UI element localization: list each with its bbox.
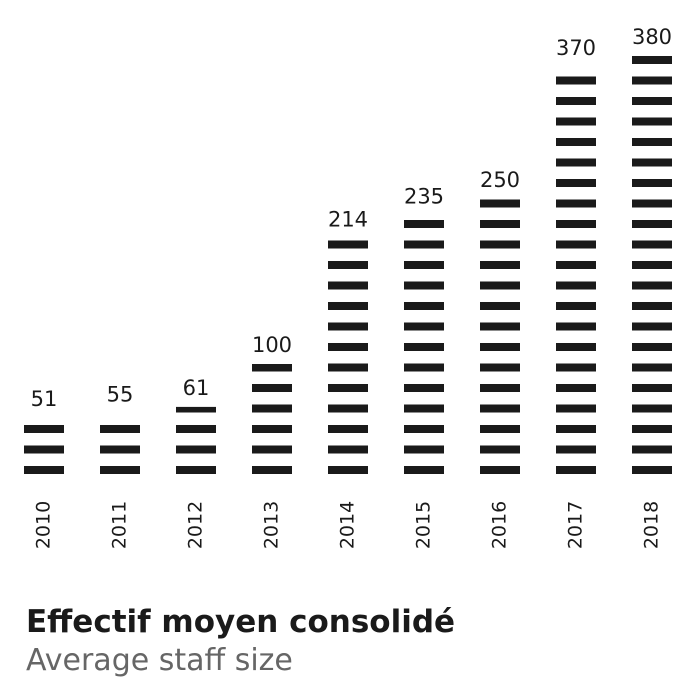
value-label: 370 — [556, 36, 596, 60]
x-tick-label: 2018 — [641, 501, 663, 549]
value-label: 100 — [252, 333, 292, 357]
bar — [24, 417, 64, 474]
bar — [252, 364, 292, 474]
value-label: 250 — [480, 168, 520, 192]
x-tick-label: 2016 — [489, 501, 511, 549]
value-label: 51 — [31, 387, 58, 411]
chart-title: Effectif moyen consolidé — [26, 604, 455, 640]
x-tick-label: 2013 — [261, 501, 283, 549]
x-tick-label: 2017 — [565, 501, 587, 549]
x-tick-label: 2011 — [109, 501, 131, 549]
x-tick-label: 2010 — [33, 501, 55, 549]
value-label: 61 — [183, 376, 210, 400]
bar — [100, 413, 140, 474]
bar — [328, 238, 368, 474]
value-label: 214 — [328, 208, 368, 232]
bar — [480, 199, 520, 474]
chart-subtitle: Average staff size — [26, 643, 293, 678]
value-label: 235 — [404, 185, 444, 209]
bar — [176, 406, 216, 474]
value-label: 380 — [632, 25, 672, 49]
x-tick-label: 2014 — [337, 501, 359, 549]
bar — [556, 67, 596, 474]
bar — [632, 56, 672, 474]
bar — [404, 215, 444, 474]
x-tick-label: 2012 — [185, 501, 207, 549]
value-label: 55 — [107, 383, 134, 407]
x-tick-label: 2015 — [413, 501, 435, 549]
